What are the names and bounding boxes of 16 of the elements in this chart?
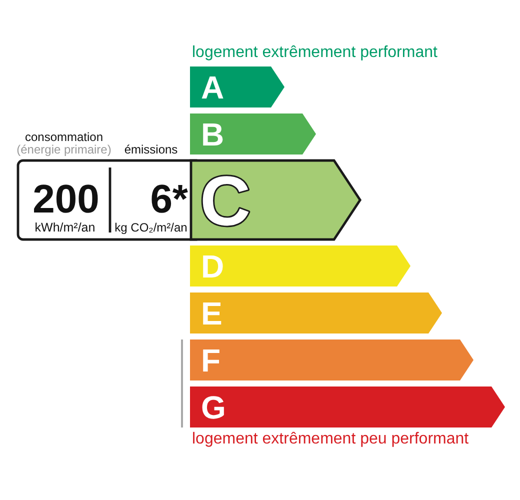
text: kg CO₂/m²/an [114,220,188,234]
text: 6* [150,178,188,222]
y-tick-label: D [201,248,224,284]
y-tick-label: A [201,70,224,106]
text: consommation [24,130,104,144]
y-tick-label: B [201,116,224,152]
text: 200 [32,178,100,222]
y-tick-label: G [201,390,226,426]
text: (énergie primaire) [16,142,112,156]
annotation: logement extrêmement peu performant [192,430,470,448]
text: logement extrêmement performant [192,44,438,61]
y-tick-label: E [201,296,222,332]
text: kWh/m²/an [34,220,96,234]
y-tick-label: C [200,162,251,240]
text: émissions [124,142,178,156]
y-tick-label: F [201,342,221,378]
